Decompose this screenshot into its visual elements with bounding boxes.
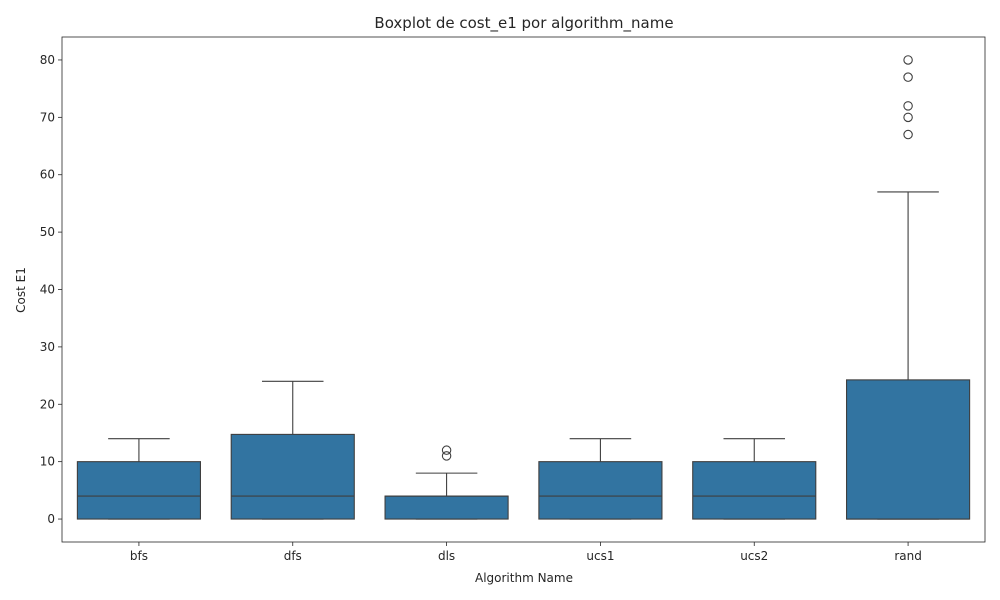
chart-title: Boxplot de cost_e1 por algorithm_name: [374, 14, 673, 33]
outlier-point: [441, 451, 452, 461]
x-tick-label: rand: [894, 549, 922, 563]
y-tick-label: 80: [40, 53, 55, 67]
outlier-point: [903, 55, 913, 65]
box-iqr: [845, 379, 971, 520]
y-axis-title: Cost E1: [14, 267, 28, 313]
x-axis: bfs dfs dls ucs1 ucs2 rand: [130, 542, 922, 563]
box-iqr: [230, 433, 355, 520]
box-iqr: [692, 461, 817, 520]
box-group-rand: [845, 55, 971, 520]
y-tick-label: 0: [47, 512, 55, 526]
y-tick-label: 40: [40, 283, 55, 297]
y-tick-label: 10: [40, 455, 55, 469]
box-iqr: [538, 461, 663, 520]
box-group-ucs2: [692, 438, 817, 520]
y-tick-label: 60: [40, 168, 55, 182]
x-tick-label: ucs2: [740, 549, 768, 563]
x-axis-title: Algorithm Name: [475, 571, 573, 585]
box-series: [76, 55, 971, 520]
outlier-point: [903, 129, 913, 140]
outlier-point: [441, 445, 452, 455]
x-tick-label: dfs: [284, 549, 302, 563]
outlier-point: [903, 72, 913, 82]
x-tick-label: bfs: [130, 549, 148, 563]
outlier-point: [903, 101, 913, 111]
box-group-bfs: [76, 438, 201, 520]
box-group-dls: [384, 445, 509, 520]
y-tick-label: 70: [40, 110, 55, 124]
box-group-ucs1: [538, 438, 663, 520]
box-group-dfs: [230, 380, 355, 520]
outlier-point: [903, 112, 913, 123]
box-iqr: [76, 461, 201, 520]
y-tick-label: 50: [40, 225, 55, 239]
x-tick-label: ucs1: [586, 549, 614, 563]
y-axis: 0 10 20 30 40 50 60 70 80: [40, 53, 62, 526]
x-tick-label: dls: [438, 549, 455, 563]
y-tick-label: 30: [40, 340, 55, 354]
box-iqr: [384, 495, 509, 520]
y-tick-label: 20: [40, 397, 55, 411]
